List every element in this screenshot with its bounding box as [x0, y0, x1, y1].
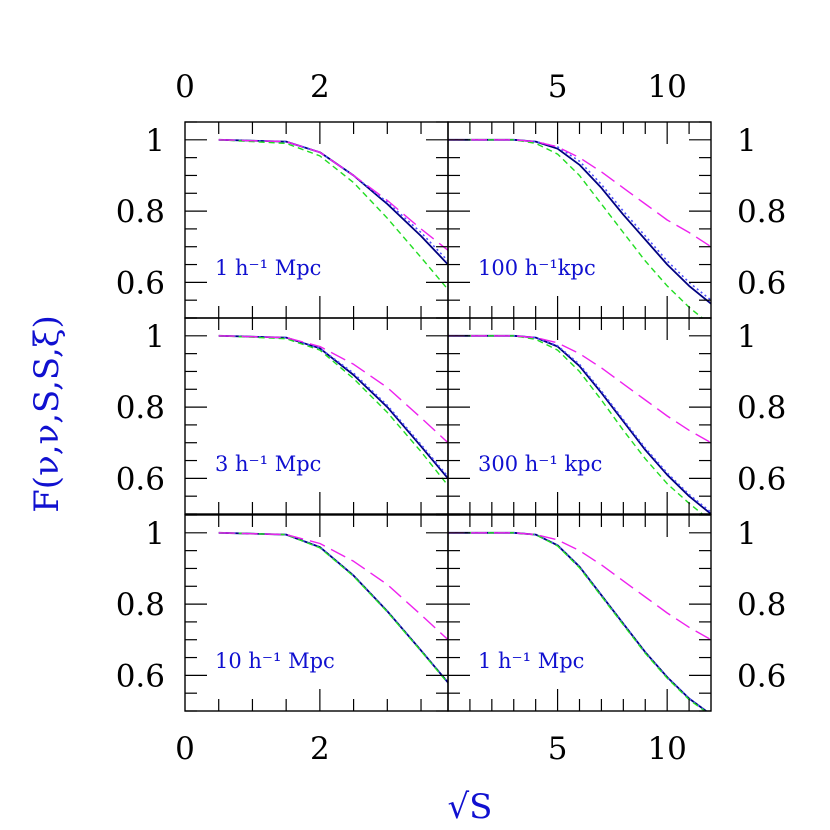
series-magenta-panel-1: [218, 139, 448, 251]
y-tick-label-right-row-1: 0.6: [737, 265, 786, 301]
series-magenta-panel-4: [448, 335, 711, 444]
panel-label-6: 1 h⁻¹ Mpc: [478, 649, 584, 673]
y-axis-title: F(ν,ν,S,S,ξ): [27, 315, 67, 513]
y-tick-label-right-row-2: 1: [737, 319, 757, 355]
series-magenta-panel-6: [448, 532, 711, 641]
panel-label-1: 1 h⁻¹ Mpc: [215, 256, 321, 280]
y-tick-label-left-row-3: 1: [145, 516, 165, 552]
x-tick-label-top: 2: [310, 69, 330, 105]
series-green-panel-6: [448, 532, 706, 711]
x-tick-label-top: 0: [175, 69, 195, 105]
series-magenta-panel-5: [218, 532, 448, 641]
series-solid-panel-6: [448, 531, 708, 711]
panel-label-2: 100 h⁻¹kpc: [478, 256, 596, 280]
frames-layer: [184, 121, 712, 712]
y-tick-label-right-row-2: 0.6: [737, 461, 786, 497]
labels-layer: 1 h⁻¹ Mpc 100 h⁻¹kpc 3 h⁻¹ Mpc 300 h⁻¹ kpc 1…: [116, 69, 787, 767]
series-green-panel-2: [448, 139, 704, 318]
y-tick-label-left-row-1: 0.8: [116, 194, 165, 230]
y-tick-label-right-row-3: 0.6: [737, 658, 786, 694]
y-tick-label-left-row-3: 0.8: [116, 587, 165, 623]
series-magenta-panel-2: [448, 139, 711, 248]
panel-label-5: 10 h⁻¹ Mpc: [215, 649, 335, 673]
series-dotted-panel-1: [218, 139, 448, 262]
x-axis-title: √S: [448, 787, 493, 827]
y-tick-label-left-row-2: 0.6: [116, 461, 165, 497]
series-dotted-panel-4: [448, 335, 711, 513]
series-magenta-panel-3: [218, 335, 448, 444]
x-tick-label-bottom: 10: [647, 731, 686, 767]
x-tick-label-top: 5: [548, 69, 568, 105]
y-tick-label-left-row-2: 1: [145, 319, 165, 355]
series-solid-panel-1: [218, 138, 448, 266]
y-tick-label-left-row-1: 0.6: [116, 265, 165, 301]
panel-frame-5: [184, 514, 449, 712]
y-tick-label-left-row-3: 0.6: [116, 658, 165, 694]
y-tick-label-right-row-1: 0.8: [737, 194, 786, 230]
series-dotted-panel-6: [448, 532, 708, 711]
x-tick-label-bottom: 2: [310, 731, 330, 767]
series-solid-panel-5: [218, 531, 448, 684]
x-tick-label-bottom: 0: [175, 731, 195, 767]
panel-frame-4: [447, 317, 712, 515]
curves-layer: [218, 138, 711, 711]
series-green-panel-4: [448, 335, 704, 514]
y-tick-label-right-row-3: 1: [737, 516, 757, 552]
y-tick-label-right-row-2: 0.8: [737, 390, 786, 426]
y-tick-label-right-row-1: 1: [737, 123, 757, 159]
series-solid-panel-3: [218, 334, 448, 479]
panel-label-4: 300 h⁻¹ kpc: [478, 452, 602, 476]
y-tick-label-left-row-2: 0.8: [116, 390, 165, 426]
panel-frame-2: [447, 121, 712, 319]
x-tick-label-top: 10: [647, 69, 686, 105]
x-tick-label-bottom: 5: [548, 731, 568, 767]
y-tick-label-right-row-3: 0.8: [737, 587, 786, 623]
panel-label-3: 3 h⁻¹ Mpc: [215, 452, 321, 476]
y-tick-label-left-row-1: 1: [145, 123, 165, 159]
